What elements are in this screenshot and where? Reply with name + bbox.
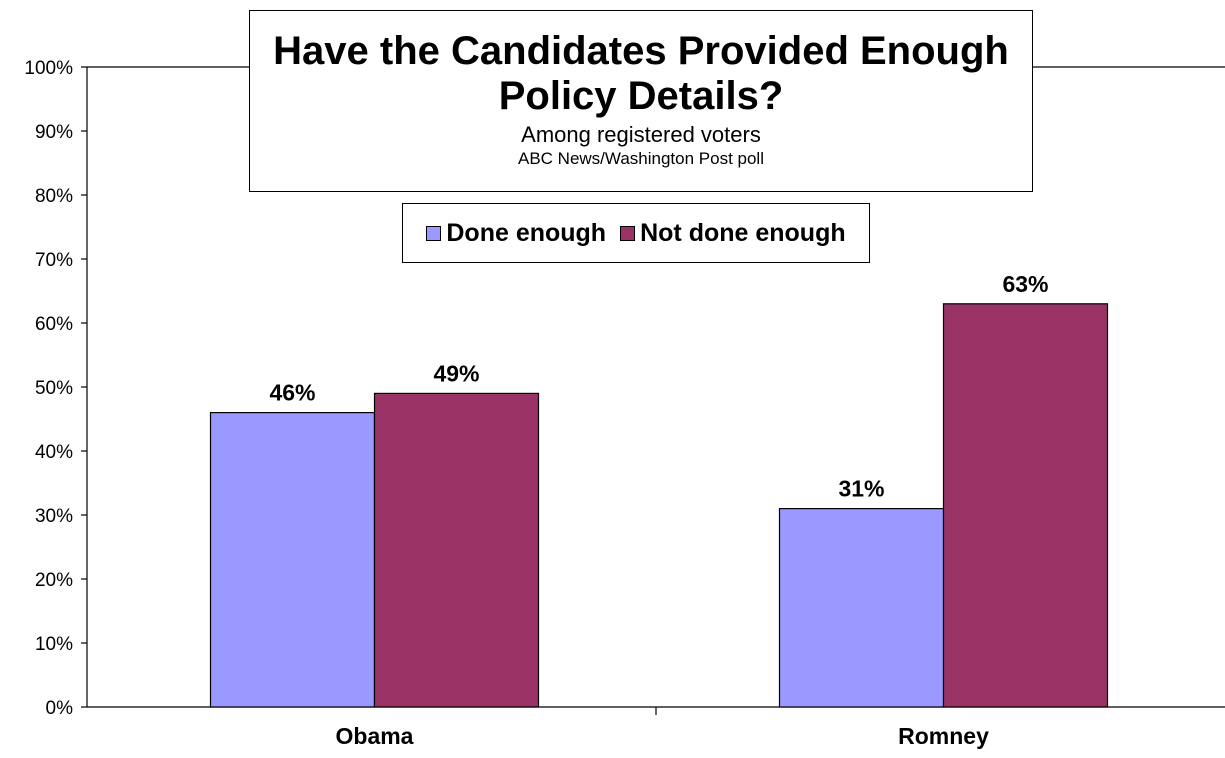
y-tick-label: 50% xyxy=(35,378,73,399)
data-label: 46% xyxy=(269,380,315,406)
y-tick-label: 30% xyxy=(35,506,73,527)
legend-label-done-enough: Done enough xyxy=(446,218,607,247)
y-tick-label: 60% xyxy=(35,314,73,335)
chart-subtitle: Among registered voters xyxy=(521,122,761,147)
legend-item-not-done-enough: Not done enough xyxy=(620,219,846,248)
x-tick-label: Romney xyxy=(898,723,989,749)
bar xyxy=(209,412,376,708)
y-tick-label: 90% xyxy=(35,122,73,143)
y-tick-label: 70% xyxy=(35,250,73,271)
chart-title-box: Have the Candidates Provided Enough Poli… xyxy=(249,10,1033,192)
data-label: 31% xyxy=(838,476,884,502)
legend-swatch-not-done-enough xyxy=(620,225,636,241)
legend-label-not-done-enough: Not done enough xyxy=(640,218,846,247)
y-tick-label: 40% xyxy=(35,442,73,463)
bar xyxy=(373,392,540,708)
x-tick-label: Obama xyxy=(336,723,414,749)
y-tick-label: 20% xyxy=(35,570,73,591)
chart-legend: Done enough Not done enough xyxy=(402,203,870,263)
y-tick-label: 80% xyxy=(35,186,73,207)
y-tick-label: 0% xyxy=(46,698,74,719)
bar xyxy=(778,508,945,708)
legend-item-done-enough: Done enough xyxy=(426,219,606,248)
data-label: 63% xyxy=(1002,271,1048,297)
data-label: 49% xyxy=(433,360,479,386)
chart-source: ABC News/Washington Post poll xyxy=(518,149,764,168)
bar xyxy=(942,303,1109,708)
chart-title: Have the Candidates Provided Enough Poli… xyxy=(273,29,1009,118)
y-tick-label: 100% xyxy=(24,58,73,79)
y-tick-label: 10% xyxy=(35,634,73,655)
legend-swatch-done-enough xyxy=(426,225,442,241)
